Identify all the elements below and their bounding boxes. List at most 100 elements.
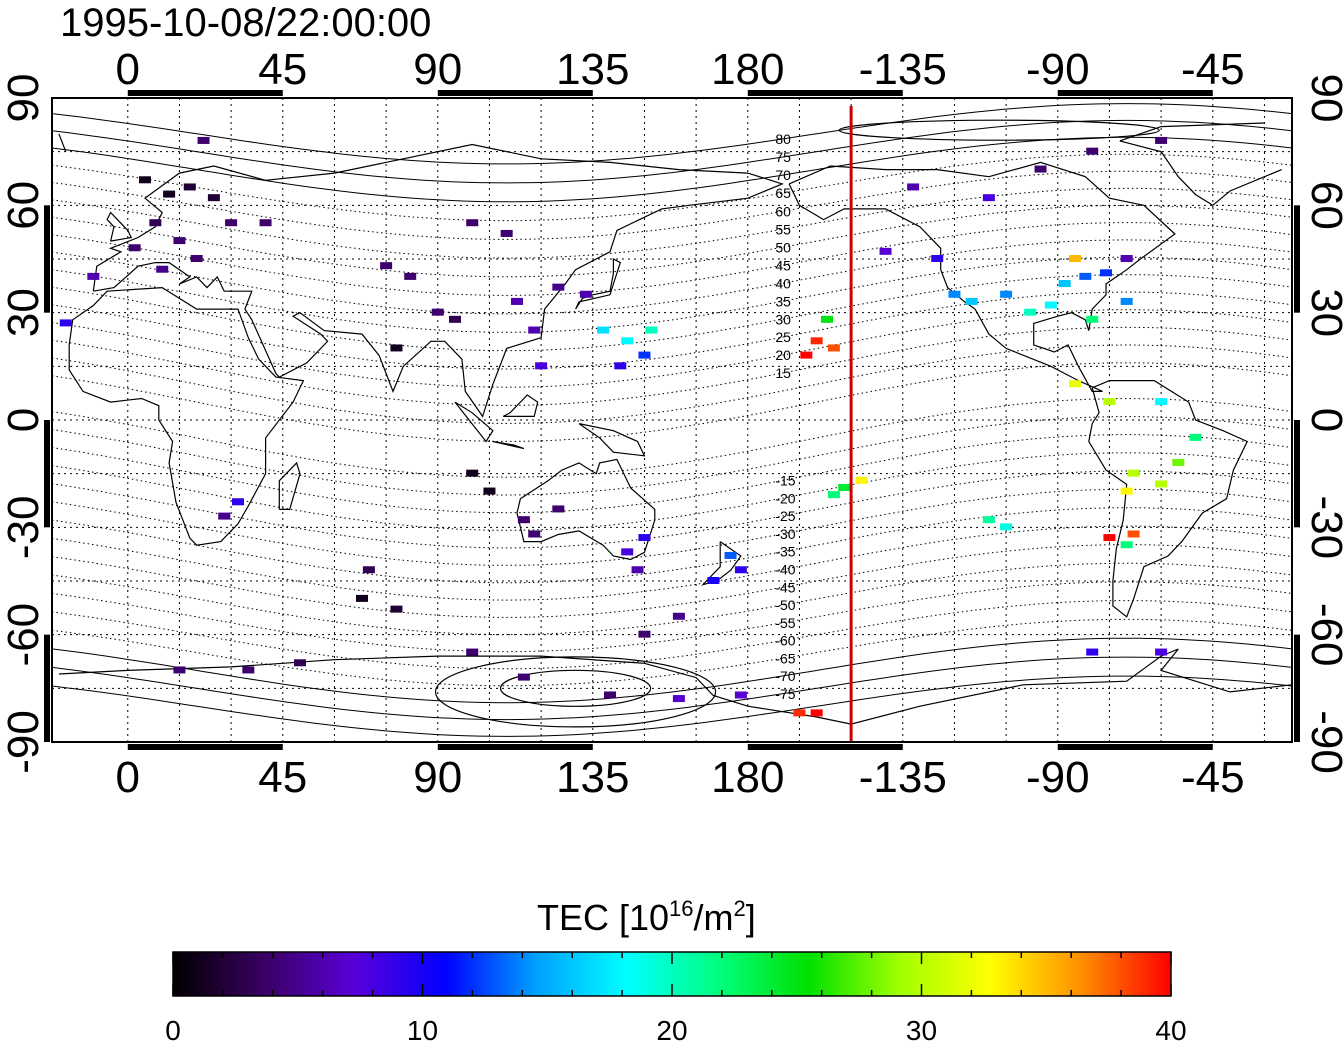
map-frame — [51, 97, 1293, 743]
tec-point — [982, 516, 995, 524]
mlat-label: -75 — [775, 686, 795, 702]
mlat-contour — [52, 344, 1292, 424]
x-tick-label-bottom: -45 — [1181, 753, 1245, 802]
tec-point — [466, 219, 479, 227]
mlat-contour — [52, 656, 1292, 721]
tec-point — [87, 272, 100, 280]
x-tick-label-top: 135 — [556, 45, 629, 94]
mlat-label: 65 — [775, 185, 791, 201]
tec-point — [535, 362, 548, 370]
x-tick-label-top: 0 — [116, 45, 140, 94]
tec-point — [931, 255, 944, 262]
tec-point — [183, 183, 196, 191]
y-tick-label-left: 30 — [0, 288, 48, 337]
mlat-contour — [52, 581, 1292, 653]
x-axis-top-labels: 0 45 90 135 180 -135 -90 -45 — [116, 45, 1245, 94]
mlat-contour — [52, 434, 1292, 514]
tec-point — [810, 709, 823, 717]
y-tick-label-right: 60 — [1302, 181, 1344, 230]
colorbar-tick-label: 20 — [656, 1015, 687, 1046]
tec-point — [1120, 487, 1133, 495]
x-tick-label-top: -45 — [1181, 45, 1245, 94]
tec-point — [621, 548, 634, 556]
coastline — [278, 461, 301, 510]
tec-point — [128, 244, 141, 252]
mlat-contour — [52, 187, 1292, 259]
mlat-contour — [52, 239, 1292, 315]
mlat-contour — [52, 637, 1292, 704]
coastline — [788, 161, 1176, 392]
tec-point — [638, 630, 651, 638]
south-pole-contour — [434, 656, 717, 728]
coastline — [492, 440, 525, 450]
tec-point — [1024, 308, 1037, 316]
tec-point — [1120, 541, 1133, 549]
frame-tick-right — [1294, 634, 1300, 742]
tec-point — [800, 351, 813, 359]
tec-point — [734, 566, 747, 574]
frame-tick-top — [1057, 90, 1213, 96]
y-tick-label-left: -30 — [0, 496, 48, 560]
tec-point — [827, 491, 840, 499]
plot-title: 1995-10-08/22:00:00 — [60, 1, 431, 45]
colorbar-ticks — [172, 952, 1172, 996]
mlat-label: 20 — [775, 347, 791, 363]
y-tick-label-left: 0 — [0, 408, 48, 432]
tec-point — [218, 512, 231, 520]
magnetic-latitude-labels: 80 75 70 65 60 55 50 45 40 35 30 25 20 15 -15 -20 -25 -30… — [775, 131, 795, 702]
mlat-label: -45 — [775, 579, 795, 595]
mlat-contour — [52, 362, 1292, 442]
tec-point — [517, 673, 530, 681]
tec-point — [1100, 269, 1112, 277]
tec-point — [724, 551, 737, 559]
colorbar-tick-label: 40 — [1155, 1015, 1186, 1046]
tec-point — [1058, 280, 1071, 288]
colorbar-tick-label: 30 — [906, 1015, 937, 1046]
mlat-label: -15 — [775, 472, 795, 488]
mlat-contour — [52, 256, 1292, 333]
tec-point — [734, 691, 747, 699]
tec-point — [672, 612, 685, 620]
x-tick-label-bottom: 0 — [116, 753, 140, 802]
tec-point — [1034, 165, 1047, 173]
mlat-label: -25 — [775, 508, 795, 524]
tec-point — [232, 498, 244, 506]
tec-point — [528, 530, 541, 538]
tec-point — [1189, 433, 1202, 441]
mlat-contour — [52, 204, 1292, 278]
mlat-contour — [52, 488, 1292, 566]
mlat-label: 25 — [775, 329, 791, 345]
tec-point — [855, 476, 868, 484]
coastline — [578, 423, 646, 457]
frame-tick-bottom — [437, 744, 593, 750]
tec-point — [793, 709, 806, 717]
tec-point — [1086, 147, 1099, 155]
tec-point — [614, 362, 627, 370]
tec-point — [1086, 648, 1099, 656]
tec-point — [907, 183, 920, 191]
tec-point — [466, 648, 479, 656]
tec-point — [821, 315, 833, 323]
mlat-contour — [52, 103, 1292, 165]
tec-point — [827, 344, 840, 352]
coastline — [1088, 380, 1249, 618]
tec-point — [59, 319, 72, 327]
tec-point — [631, 566, 644, 574]
mlat-label: -65 — [775, 650, 795, 666]
tec-point — [511, 297, 523, 305]
mlat-label: 30 — [775, 311, 791, 327]
mlat-contour — [52, 153, 1292, 222]
mlat-label: 35 — [775, 293, 791, 309]
mlat-label: 15 — [775, 365, 791, 381]
tec-point — [517, 516, 530, 524]
tec-point — [356, 594, 368, 602]
south-pole-contour — [499, 669, 652, 707]
mlat-contour — [52, 452, 1292, 531]
frame-tick-bottom — [127, 744, 283, 750]
coastline — [58, 122, 1282, 207]
y-tick-label-right: -60 — [1302, 603, 1344, 667]
tec-point — [1086, 315, 1099, 323]
mlat-label: -40 — [775, 562, 795, 578]
x-tick-label-top: -90 — [1026, 45, 1090, 94]
